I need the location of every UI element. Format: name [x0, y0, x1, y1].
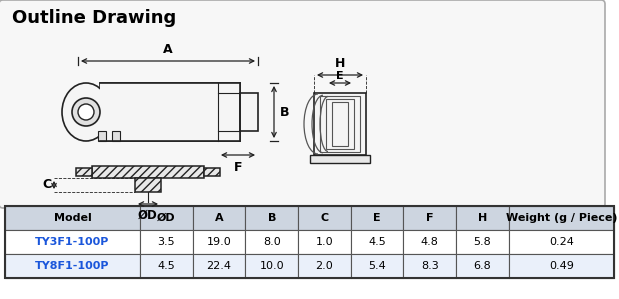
Bar — [140, 230, 193, 254]
Text: C: C — [320, 213, 329, 223]
Bar — [193, 254, 245, 278]
Text: TY3F1-100P: TY3F1-100P — [35, 237, 110, 247]
Text: H: H — [478, 213, 487, 223]
Bar — [509, 254, 614, 278]
Bar — [351, 254, 404, 278]
Bar — [140, 254, 193, 278]
Bar — [5, 254, 140, 278]
Bar — [98, 131, 106, 141]
Text: E: E — [336, 71, 344, 81]
Text: F: F — [234, 161, 242, 174]
Bar — [76, 168, 92, 176]
Text: 3.5: 3.5 — [158, 237, 175, 247]
Bar — [92, 166, 204, 178]
Text: 8.0: 8.0 — [263, 237, 280, 247]
Text: 0.49: 0.49 — [549, 261, 574, 271]
Text: Weight (g / Piece): Weight (g / Piece) — [506, 213, 617, 223]
Text: E: E — [373, 213, 381, 223]
Bar — [456, 254, 509, 278]
Text: 2.0: 2.0 — [316, 261, 333, 271]
Bar — [351, 230, 404, 254]
FancyBboxPatch shape — [0, 0, 605, 208]
Bar — [456, 230, 509, 254]
Bar — [5, 230, 140, 254]
Text: 4.8: 4.8 — [421, 237, 439, 247]
Bar — [5, 206, 140, 230]
Text: F: F — [426, 213, 433, 223]
Ellipse shape — [62, 83, 110, 141]
Bar — [100, 83, 240, 141]
Text: 19.0: 19.0 — [207, 237, 232, 247]
Bar — [204, 168, 220, 176]
Bar — [314, 93, 366, 155]
Bar — [193, 206, 245, 230]
Text: ØD: ØD — [157, 213, 176, 223]
Text: TY8F1-100P: TY8F1-100P — [35, 261, 110, 271]
Bar — [509, 206, 614, 230]
Bar — [240, 93, 258, 131]
Circle shape — [72, 98, 100, 126]
Bar — [135, 178, 161, 192]
Bar — [404, 254, 456, 278]
Text: B: B — [267, 213, 276, 223]
Bar — [456, 206, 509, 230]
Text: 1.0: 1.0 — [316, 237, 333, 247]
Text: 6.8: 6.8 — [474, 261, 491, 271]
Text: 0.24: 0.24 — [549, 237, 574, 247]
Bar — [351, 206, 404, 230]
Bar — [112, 131, 120, 141]
Circle shape — [78, 104, 94, 120]
Bar — [332, 102, 348, 146]
Bar — [298, 230, 351, 254]
Bar — [140, 206, 193, 230]
Text: 5.4: 5.4 — [368, 261, 386, 271]
Bar — [310, 155, 370, 163]
Text: B: B — [280, 106, 290, 118]
Text: Model: Model — [54, 213, 92, 223]
Text: Outline Drawing: Outline Drawing — [12, 9, 176, 27]
Bar — [245, 230, 298, 254]
Bar — [100, 83, 240, 141]
Text: A: A — [163, 43, 173, 56]
Bar — [320, 96, 360, 152]
Text: 8.3: 8.3 — [421, 261, 439, 271]
Text: 22.4: 22.4 — [207, 261, 232, 271]
Bar — [326, 99, 354, 149]
Text: 5.8: 5.8 — [474, 237, 491, 247]
Text: ØD: ØD — [138, 209, 158, 222]
Bar — [404, 206, 456, 230]
Bar — [404, 230, 456, 254]
Bar — [5, 206, 614, 278]
Text: C: C — [43, 179, 51, 191]
Bar — [245, 206, 298, 230]
Text: A: A — [215, 213, 223, 223]
Bar — [298, 206, 351, 230]
Bar — [298, 254, 351, 278]
Bar — [193, 230, 245, 254]
Text: 4.5: 4.5 — [368, 237, 386, 247]
Text: 4.5: 4.5 — [157, 261, 175, 271]
Text: H: H — [335, 57, 345, 70]
Text: 10.0: 10.0 — [259, 261, 284, 271]
Bar — [509, 230, 614, 254]
Bar — [245, 254, 298, 278]
